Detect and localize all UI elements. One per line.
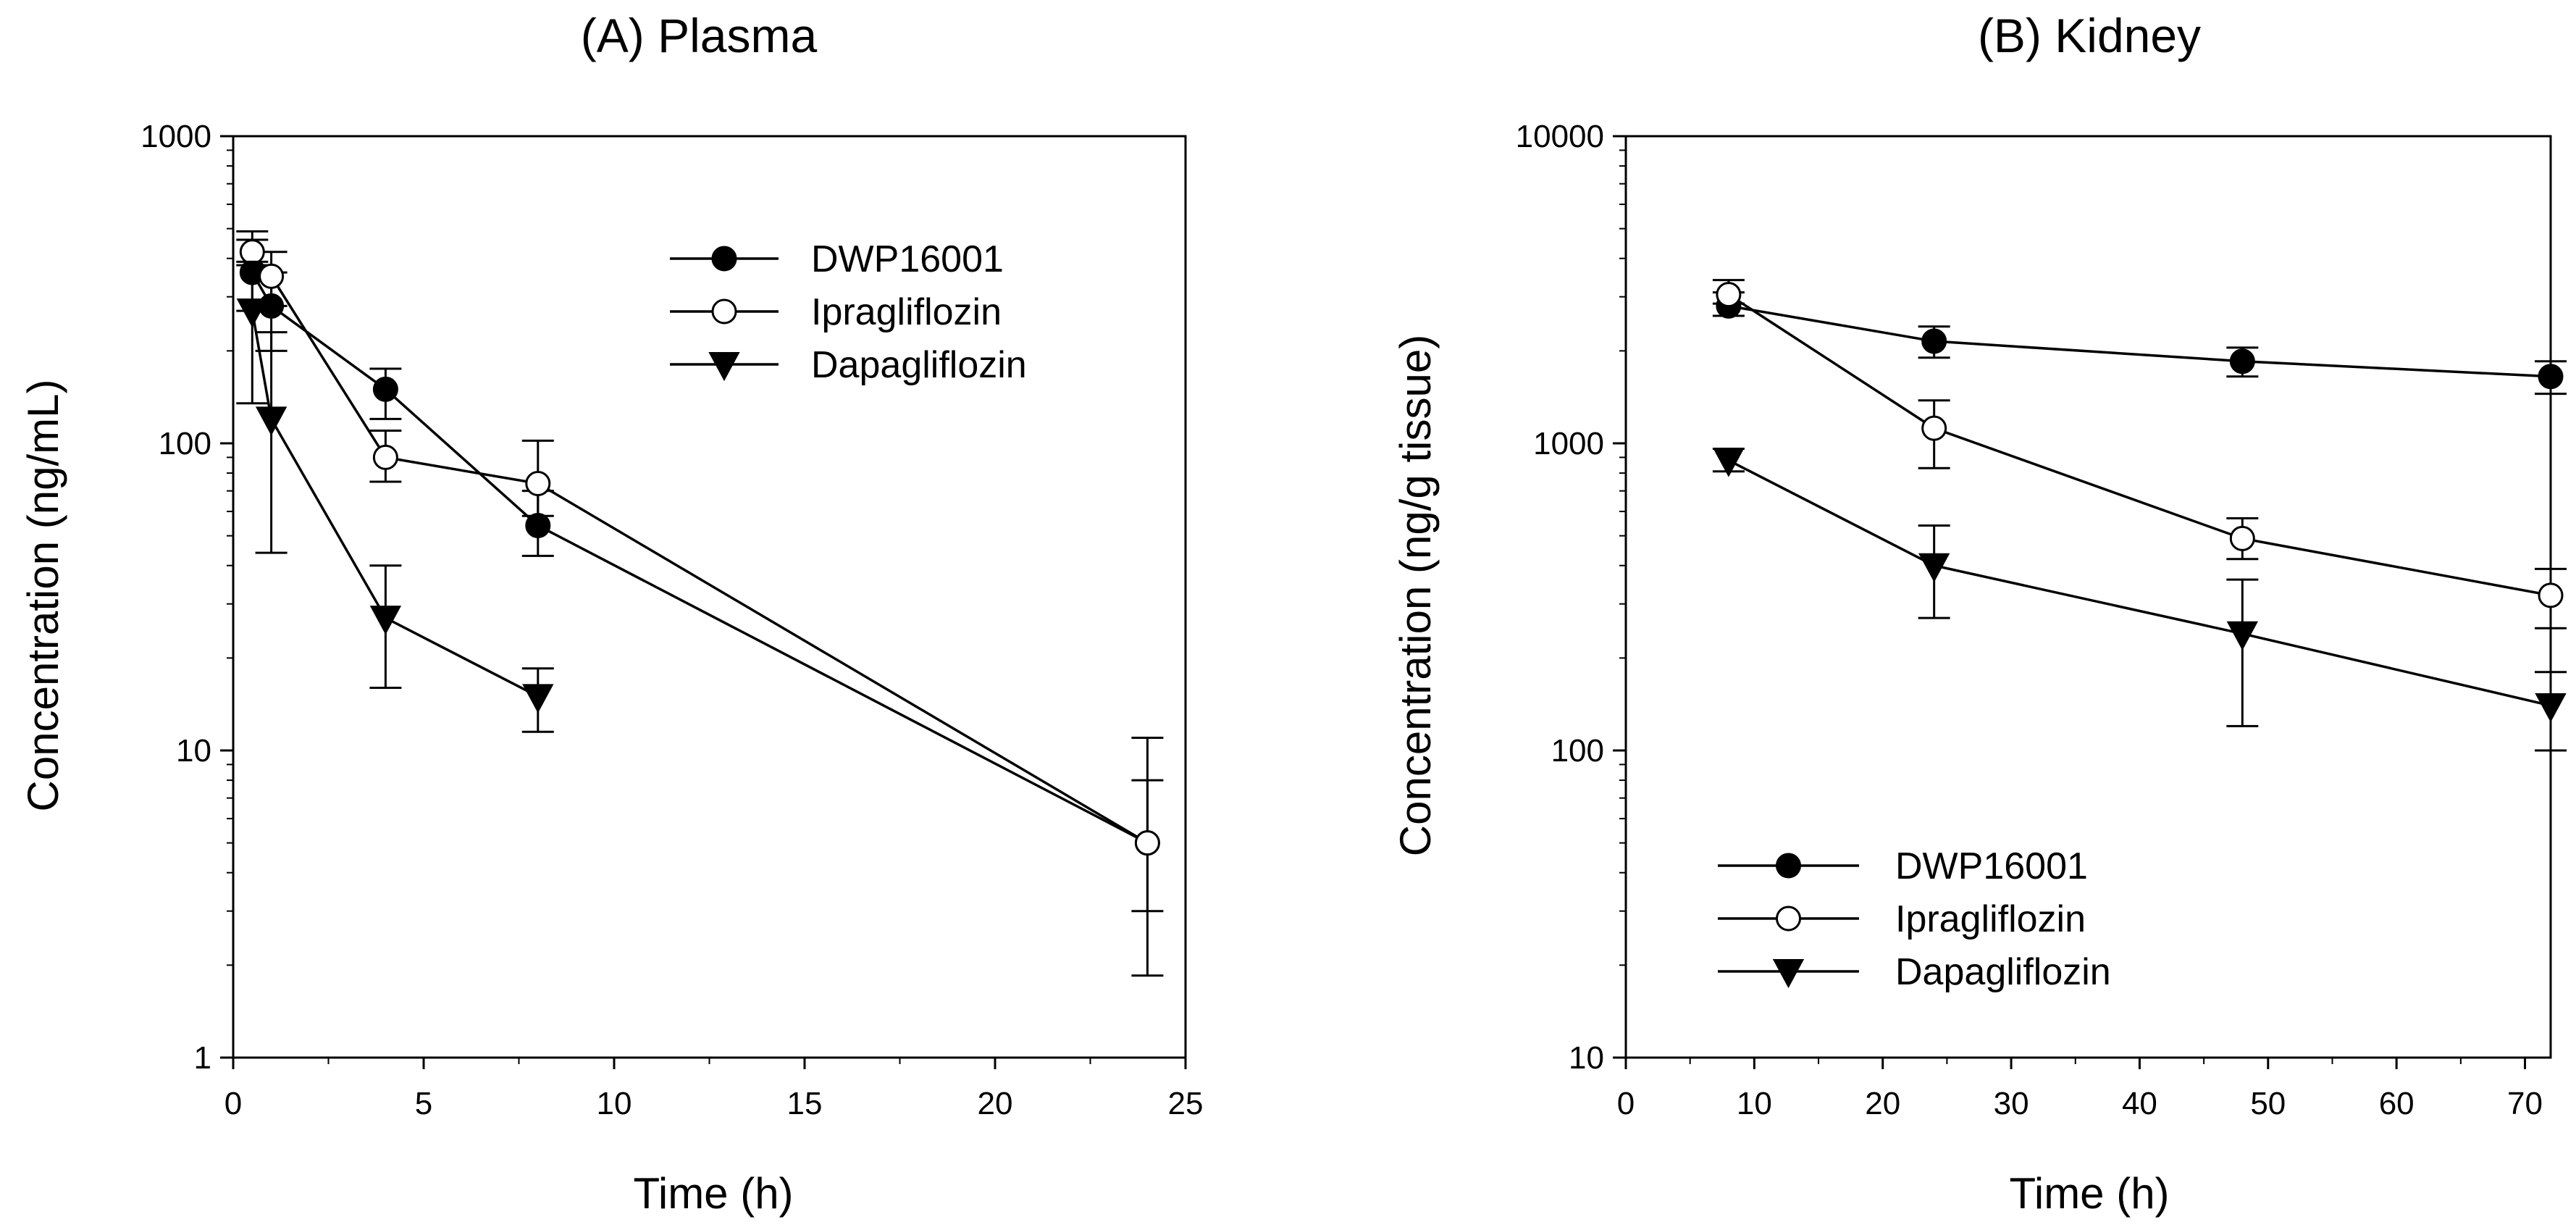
- y-tick-label: 1000: [1533, 426, 1604, 461]
- plot-frame: [232, 135, 1187, 1059]
- x-tick-label: 60: [2379, 1086, 2415, 1121]
- data-point: [239, 239, 265, 265]
- x-tick-label: 20: [978, 1086, 1013, 1121]
- chart-panel-2: (B) Kidney 0 10 20 30 40 50 60 70 10 100 1000 10000 T…: [1391, 9, 2567, 1218]
- data-point: [372, 376, 398, 402]
- legend-label: DWP16001: [1895, 845, 2088, 887]
- data-point: [1134, 830, 1160, 856]
- y-tick-label: 1: [194, 1040, 211, 1076]
- legend-label: Ipragliflozin: [811, 291, 1002, 333]
- series-ipragliflozin: [236, 230, 1164, 913]
- data-point: [522, 684, 554, 714]
- y-tick-label: 100: [1551, 733, 1604, 769]
- x-tick-label: 10: [597, 1086, 632, 1121]
- y-tick-label: 10: [176, 733, 211, 769]
- data-point: [2229, 525, 2255, 551]
- chart-panel-1: (A) Plasma 0 5 10 15 20 25 1 10 100 1000 Time (h) Co…: [19, 9, 1203, 1218]
- data-point: [372, 444, 398, 470]
- legend-marker: [1776, 905, 1801, 932]
- x-tick-label: 15: [787, 1086, 823, 1121]
- y-tick-label: 10: [1569, 1040, 1604, 1076]
- x-tick-label: 20: [1865, 1086, 1900, 1121]
- data-point: [369, 606, 402, 635]
- x-tick-label: 50: [2250, 1086, 2286, 1121]
- legend-marker: [1772, 959, 1805, 989]
- data-point: [2535, 693, 2567, 723]
- y-tick-label: 10000: [1516, 119, 1604, 154]
- data-point: [2538, 582, 2564, 608]
- series-line: [1728, 459, 2551, 707]
- data-point: [2229, 348, 2255, 375]
- x-tick-label: 0: [225, 1086, 242, 1121]
- legend-label: Dapagliflozin: [1895, 951, 2111, 993]
- x-axis-label: Time (h): [633, 1169, 793, 1218]
- data-point: [2538, 364, 2564, 390]
- y-axis-label: Concentration (ng/mL): [19, 380, 67, 812]
- y-tick-label: 1000: [140, 119, 211, 154]
- x-tick-label: 70: [2507, 1086, 2543, 1121]
- series-line: [1727, 293, 2551, 597]
- x-tick-label: 10: [1737, 1086, 1772, 1121]
- legend: DWP16001 Ipragliflozin Dapagliflozin: [1718, 845, 2111, 993]
- y-axis-label: Concentration (ng/g tissue): [1391, 335, 1440, 856]
- chart-title: (A) Plasma: [581, 9, 818, 62]
- x-tick-label: 5: [415, 1086, 432, 1121]
- legend-marker: [708, 352, 740, 382]
- data-point: [1713, 448, 1745, 477]
- legend: DWP16001 Ipragliflozin Dapagliflozin: [670, 238, 1027, 386]
- data-point: [2226, 621, 2259, 650]
- series-dapagliflozin: [1712, 448, 2567, 752]
- series-ipragliflozin: [1712, 279, 2567, 629]
- x-axis-label: Time (h): [2009, 1169, 2169, 1218]
- series-line: [251, 251, 1149, 845]
- legend-marker: [711, 246, 737, 272]
- legend-label: DWP16001: [811, 238, 1004, 280]
- chart-title: (B) Kidney: [1978, 9, 2201, 62]
- x-tick-label: 25: [1168, 1086, 1204, 1121]
- series-dapagliflozin: [236, 260, 554, 733]
- legend-marker: [711, 298, 737, 325]
- series-line: [251, 310, 539, 698]
- legend-marker: [1776, 853, 1801, 879]
- x-tick-label: 0: [1617, 1086, 1635, 1121]
- series-dwp16001: [1712, 291, 2567, 396]
- data-point: [525, 470, 551, 496]
- y-tick-label: 100: [159, 426, 211, 461]
- data-point: [1716, 282, 1742, 308]
- data-point: [1921, 415, 1947, 441]
- data-point: [1918, 553, 1950, 582]
- x-tick-label: 30: [1994, 1086, 2029, 1121]
- data-point: [525, 512, 551, 538]
- data-point: [259, 263, 285, 289]
- series-line: [1728, 304, 2551, 378]
- x-tick-label: 40: [2122, 1086, 2157, 1121]
- data-point: [236, 298, 268, 328]
- data-point: [1921, 328, 1947, 354]
- data-point: [255, 406, 288, 436]
- legend-label: Dapagliflozin: [811, 344, 1027, 386]
- legend-label: Ipragliflozin: [1895, 898, 2086, 940]
